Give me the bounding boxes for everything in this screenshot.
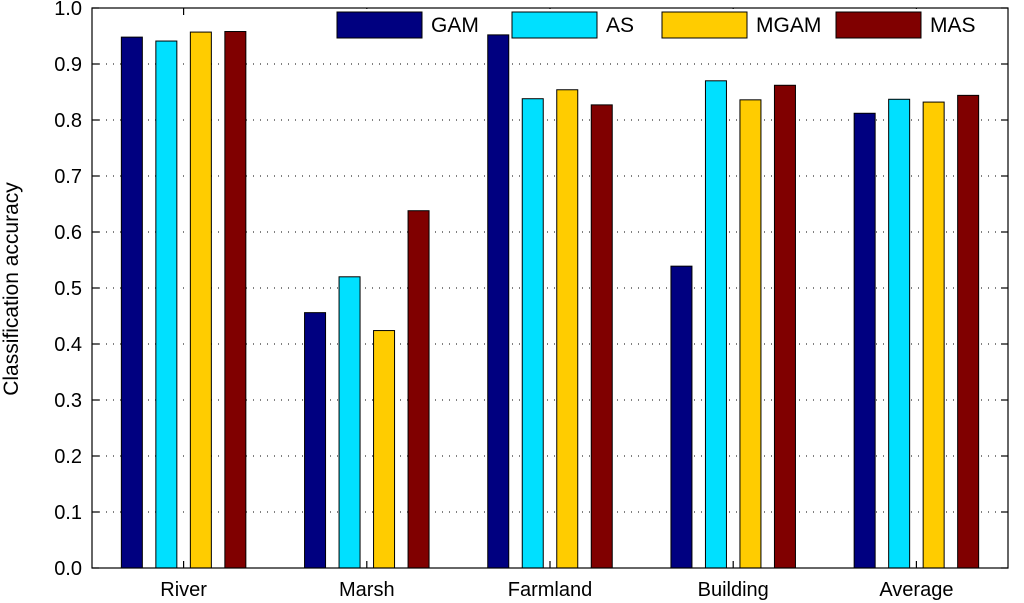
legend-swatch-mas [835, 11, 922, 39]
bar-as-river [155, 40, 178, 569]
bar-gam-marsh [304, 312, 327, 569]
y-tick-labels: 0.0 0.1 0.2 0.3 0.4 0.5 0.6 0.7 0.8 0.9 1.0 [54, 0, 82, 580]
x-tick-labels: River Marsh Farmland Building Average [160, 579, 953, 601]
bar-mgam-marsh [373, 330, 396, 569]
bar-gam-farmland [487, 34, 510, 569]
plot-frame [91, 7, 1009, 569]
y-tick-label: 0.4 [54, 334, 82, 356]
bar-mas-farmland [590, 104, 613, 569]
bar-as-building [704, 80, 727, 569]
bar-mgam-farmland [556, 89, 579, 569]
y-tick-label: 0.0 [54, 558, 82, 580]
bar-gam-building [670, 265, 693, 569]
legend-swatch-gam [336, 11, 423, 39]
bar-as-average [888, 98, 911, 569]
bar-gam-average [853, 112, 876, 569]
bar-mas-river [224, 31, 247, 569]
y-tick-label: 0.9 [54, 54, 82, 76]
y-tick-label: 0.8 [54, 110, 82, 132]
legend-swatch-as [511, 11, 598, 39]
x-tick-label-river: River [160, 579, 207, 601]
bar-as-marsh [338, 276, 361, 569]
legend-label-mgam: MGAM [756, 14, 821, 37]
bar-mas-building [773, 84, 796, 569]
bar-gam-river [120, 36, 143, 569]
bar-as-farmland [521, 98, 544, 569]
y-tick-label: 0.7 [54, 166, 82, 188]
x-tick-label-building: Building [698, 579, 769, 601]
bar-mgam-average [922, 101, 945, 569]
legend-swatch-mgam [661, 11, 748, 39]
y-axis-title: Classification accuracy [0, 182, 23, 396]
x-tick-label-farmland: Farmland [508, 579, 592, 601]
bar-mgam-building [739, 99, 762, 569]
legend-label-gam: GAM [431, 14, 479, 37]
y-tick-label: 0.2 [54, 446, 82, 468]
legend: GAM AS MGAM MAS [335, 9, 980, 41]
bar-mgam-river [189, 31, 212, 569]
x-tick-label-average: Average [879, 579, 953, 601]
y-tick-label: 0.3 [54, 390, 82, 412]
y-tick-label: 0.6 [54, 222, 82, 244]
axes [91, 7, 1009, 569]
y-tick-label: 0.5 [54, 278, 82, 300]
bars [120, 31, 980, 569]
x-tick-label-marsh: Marsh [339, 579, 395, 601]
y-tick-label: 0.1 [54, 502, 82, 524]
legend-label-as: AS [606, 14, 634, 37]
bar-mas-marsh [407, 210, 430, 569]
legend-label-mas: MAS [930, 14, 976, 37]
y-tick-label: 1.0 [54, 0, 82, 20]
bar-mas-average [957, 94, 980, 569]
